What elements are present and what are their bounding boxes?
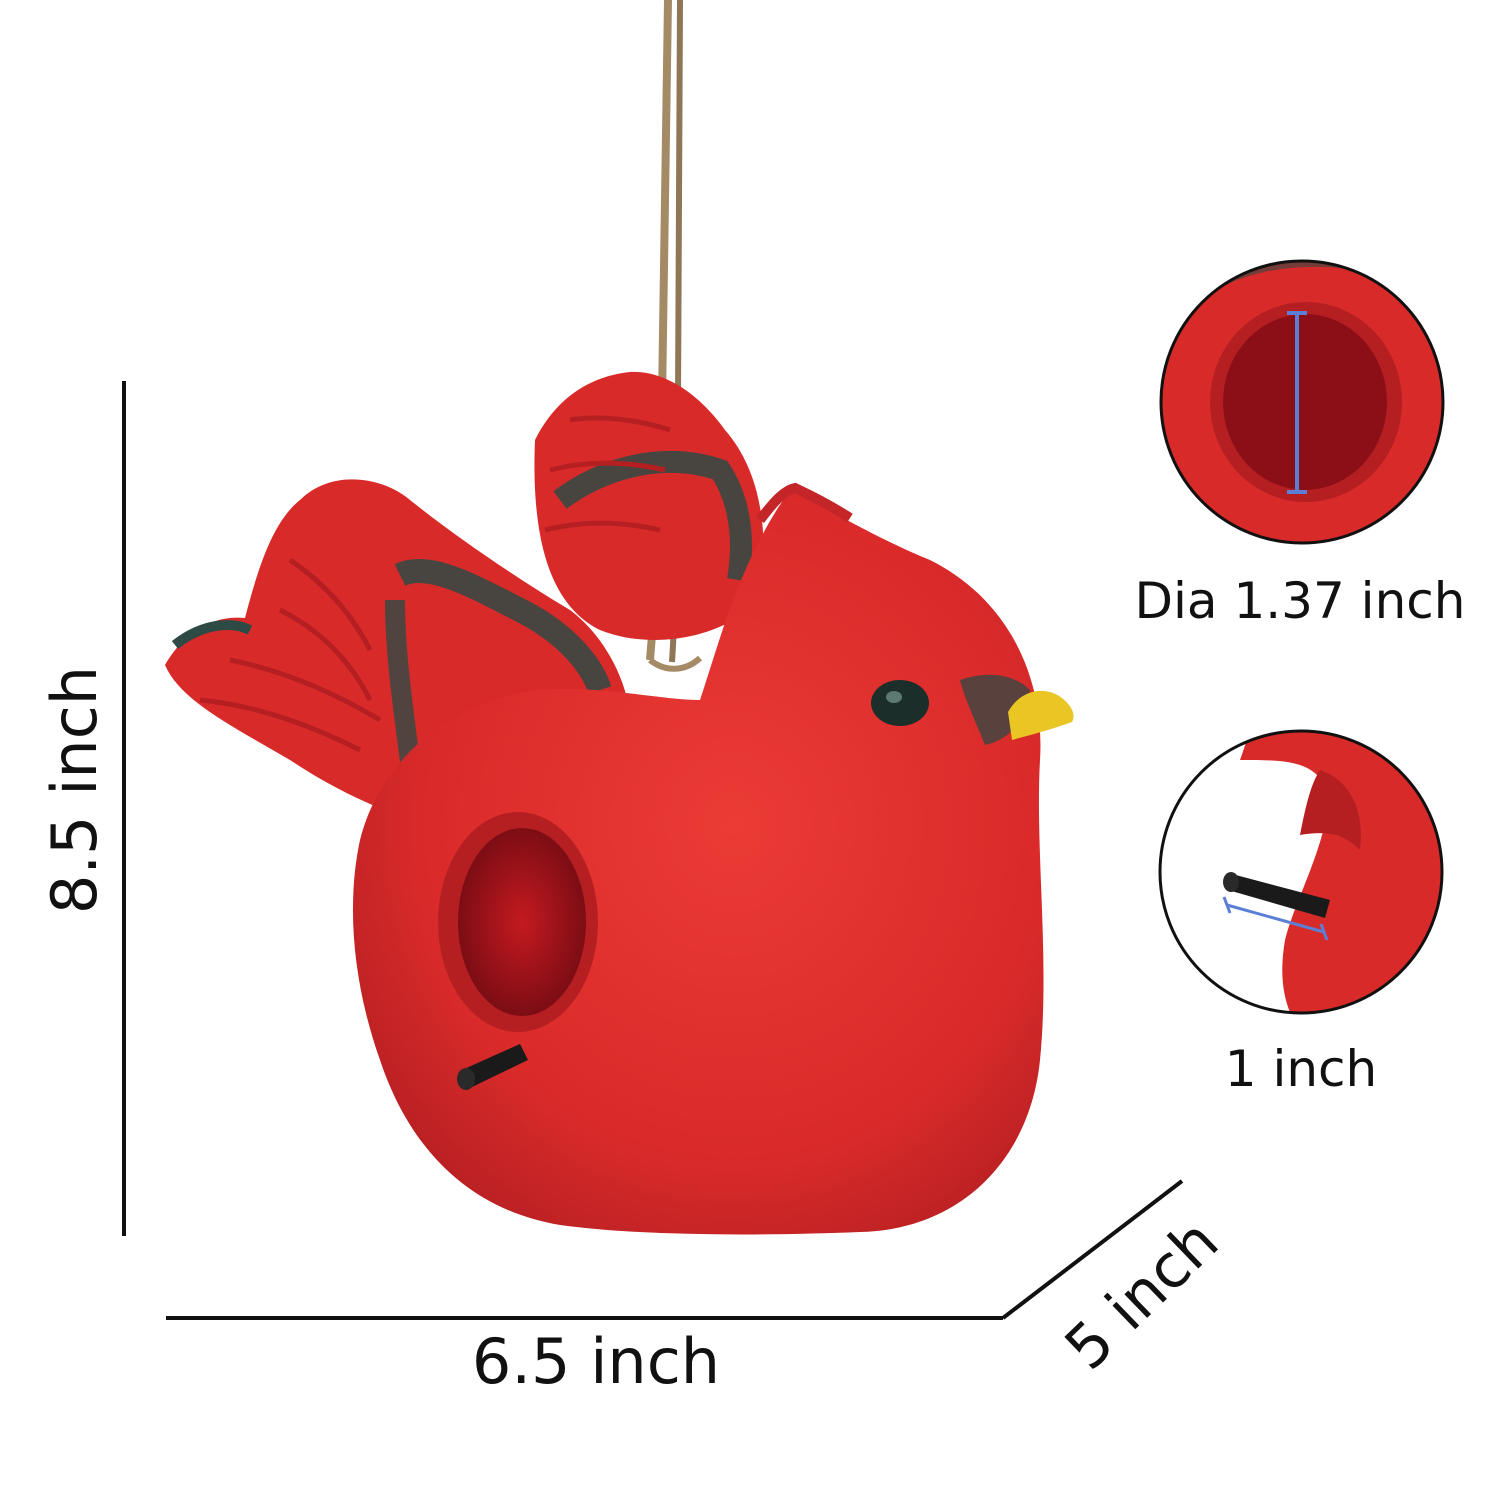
beak-icon <box>1008 690 1074 740</box>
eye-icon <box>871 680 929 726</box>
hole-diameter-label: Dia 1.37 inch <box>1134 572 1466 630</box>
depth-line <box>1001 1179 1184 1320</box>
entrance-hole <box>438 812 598 1032</box>
width-label: 6.5 inch <box>471 1325 721 1398</box>
dimension-lines <box>122 381 1184 1320</box>
height-label: 8.5 inch <box>38 665 111 915</box>
back-wing <box>534 371 764 640</box>
perch <box>457 1044 528 1090</box>
perch-length-label: 1 inch <box>1224 1040 1378 1098</box>
perch-detail-circle <box>1158 729 1444 1015</box>
bird-face <box>871 674 1074 745</box>
bird-body <box>352 482 1044 1235</box>
hole-detail-circle <box>1159 259 1445 545</box>
